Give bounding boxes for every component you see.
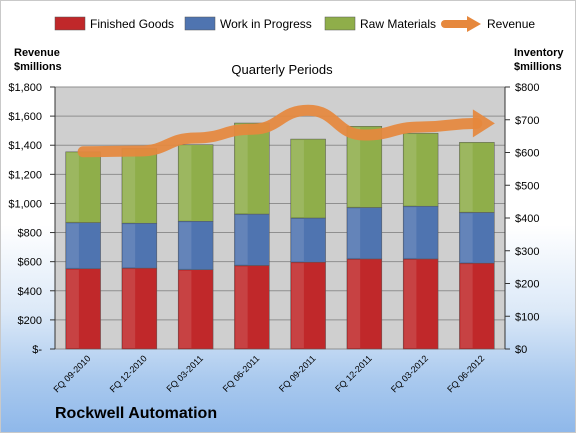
legend-label-revenue: Revenue: [487, 17, 535, 31]
legend-label-finished-goods: Finished Goods: [90, 17, 174, 31]
bar-raw-materials: [65, 151, 101, 223]
bar-finished-goods: [121, 267, 158, 350]
left-tick-label: $600: [18, 257, 42, 269]
bar-highlight: [122, 269, 136, 348]
bar-finished-goods: [346, 258, 383, 350]
bar-highlight: [179, 270, 192, 348]
legend-arrow-revenue: [467, 16, 481, 32]
bar-highlight: [235, 266, 248, 348]
left-tick-label: $1,600: [8, 111, 42, 123]
category-label: FQ 06-2011: [221, 353, 262, 394]
series-line-revenue: [77, 104, 483, 158]
left-tick-label: $1,800: [8, 82, 42, 94]
bar-highlight: [347, 259, 361, 348]
bar-finished-goods: [290, 261, 326, 350]
bar-highlight: [460, 143, 473, 212]
bar-highlight: [404, 207, 417, 258]
bar-raw-materials: [402, 132, 439, 207]
right-tick-label: $600: [515, 148, 539, 160]
category-label: FQ 03-2011: [164, 353, 205, 394]
bar-finished-goods: [459, 262, 495, 350]
revenue-arrowhead: [472, 109, 495, 138]
bar-raw-materials: [234, 122, 270, 215]
bar-highlight: [179, 145, 192, 221]
bar-work-in-progress: [402, 205, 439, 260]
left-tick-label: $-: [32, 344, 42, 356]
bar-work-in-progress: [121, 222, 158, 269]
bar-highlight: [66, 269, 79, 348]
bar-highlight: [122, 224, 136, 268]
company-name: Rockwell Automation: [55, 405, 218, 422]
left-axis-title-line2: $millions: [14, 61, 62, 73]
bar-highlight: [291, 140, 304, 217]
bar-highlight: [291, 219, 304, 262]
left-tick-label: $1,000: [8, 198, 42, 210]
legend-swatch-finished-goods: [54, 16, 86, 31]
right-tick-label: $200: [515, 279, 539, 291]
bar-work-in-progress: [290, 217, 326, 263]
bar-highlight: [235, 215, 248, 265]
right-tick-label: $500: [515, 180, 539, 192]
right-axis-title-line1: Inventory: [514, 47, 564, 59]
left-tick-label: $200: [18, 315, 42, 327]
bar-highlight: [347, 208, 361, 258]
bar-highlight: [66, 223, 79, 268]
bar-finished-goods: [177, 269, 214, 350]
category-label: FQ 06-2012: [445, 353, 486, 394]
right-tick-label: $0: [515, 344, 527, 356]
bar-finished-goods: [65, 268, 101, 350]
bar-raw-materials: [177, 144, 214, 222]
right-tick-label: $300: [515, 246, 539, 258]
bar-highlight: [66, 152, 79, 222]
bar-work-in-progress: [65, 222, 101, 270]
bar-work-in-progress: [234, 213, 270, 266]
category-label: FQ 12-2011: [333, 353, 374, 394]
left-tick-label: $400: [18, 286, 42, 298]
right-tick-label: $400: [515, 213, 539, 225]
left-axis-title-line1: Revenue: [14, 47, 60, 59]
category-label: FQ 12-2010: [108, 353, 149, 394]
bar-raw-materials: [459, 142, 495, 213]
chart-title: Quarterly Periods: [231, 62, 333, 77]
bar-raw-materials: [290, 138, 326, 219]
bar-finished-goods: [234, 265, 270, 350]
left-tick-label: $800: [18, 228, 42, 240]
legend-label-raw-materials: Raw Materials: [360, 17, 436, 31]
bar-highlight: [122, 149, 136, 223]
bar-highlight: [460, 213, 473, 263]
bar-highlight: [404, 134, 417, 206]
bar-highlight: [235, 124, 248, 214]
bar-work-in-progress: [177, 221, 214, 270]
right-tick-label: $100: [515, 311, 539, 323]
bar-highlight: [460, 264, 473, 348]
left-tick-label: $1,400: [8, 140, 42, 152]
legend-swatch-work-in-progress: [184, 16, 216, 31]
right-axis-title-line2: $millions: [514, 61, 562, 73]
category-label: FQ 09-2010: [52, 353, 93, 394]
bar-highlight: [179, 222, 192, 269]
legend-swatch-raw-materials: [324, 16, 356, 31]
category-label: FQ 03-2012: [389, 353, 430, 394]
legend-label-work-in-progress: Work in Progress: [220, 17, 312, 31]
left-tick-label: $1,200: [8, 169, 42, 181]
category-label: FQ 09-2011: [277, 353, 318, 394]
bar-highlight: [291, 263, 304, 348]
bar-highlight: [347, 127, 361, 207]
bar-work-in-progress: [346, 207, 383, 260]
bar-raw-materials: [121, 148, 158, 224]
right-tick-label: $700: [515, 115, 539, 127]
bar-work-in-progress: [459, 212, 495, 264]
bar-finished-goods: [402, 258, 439, 350]
right-tick-label: $800: [515, 82, 539, 94]
bar-highlight: [404, 259, 417, 348]
